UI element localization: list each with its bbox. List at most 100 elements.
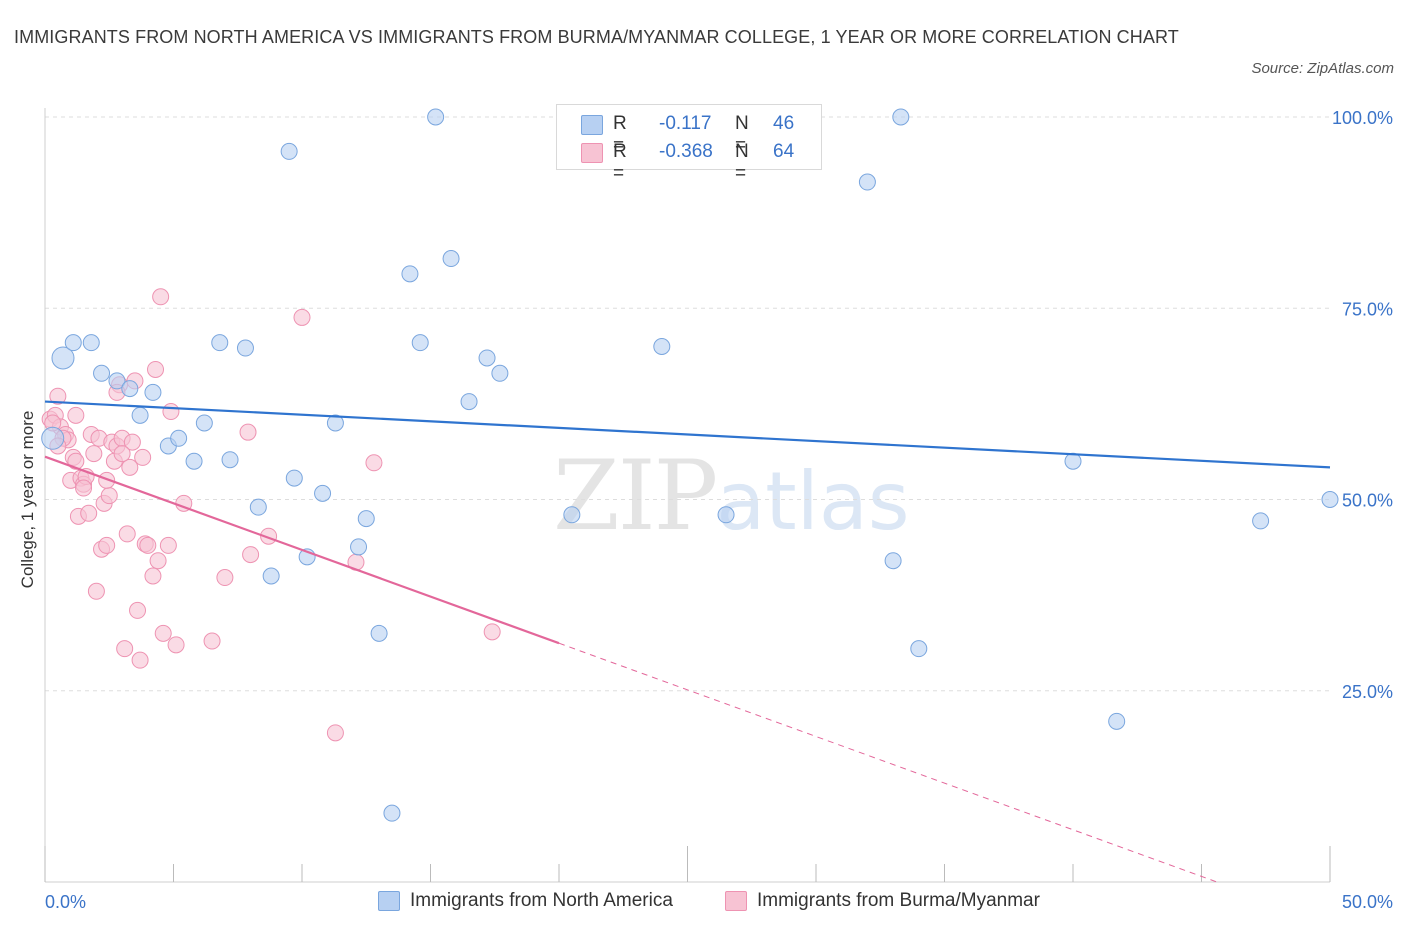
point-burma <box>100 487 118 505</box>
point-north-america <box>653 338 671 355</box>
n-value: 64 <box>773 141 795 162</box>
point-north-america <box>280 142 298 160</box>
point-north-america <box>491 364 509 382</box>
point-burma <box>98 471 116 489</box>
point-north-america <box>442 250 460 268</box>
legend-swatch-burma <box>725 891 747 911</box>
point-burma <box>113 445 131 463</box>
swatch-burma <box>581 143 603 163</box>
point-burma <box>80 504 98 522</box>
point-burma <box>121 458 139 476</box>
point-north-america <box>170 429 188 447</box>
point-burma <box>365 454 383 472</box>
point-north-america <box>1108 712 1126 730</box>
point-north-america <box>108 372 126 390</box>
point-north-america <box>195 414 213 432</box>
point-north-america <box>221 451 239 469</box>
point-burma <box>129 601 147 619</box>
point-north-america <box>93 364 111 382</box>
point-north-america <box>211 334 229 352</box>
point-burma <box>293 308 311 326</box>
point-north-america <box>910 640 928 658</box>
point-burma <box>152 288 170 306</box>
y-axis-label: College, 1 year or more <box>18 411 37 589</box>
watermark-zip: ZIP <box>553 440 718 552</box>
point-north-america <box>144 383 162 401</box>
point-burma <box>118 525 136 543</box>
point-burma <box>242 546 260 564</box>
point-north-america <box>717 506 735 524</box>
point-burma <box>85 445 103 463</box>
point-burma <box>483 623 501 641</box>
point-burma <box>139 536 157 554</box>
point-north-america <box>892 108 910 126</box>
r-label: R = <box>613 141 627 184</box>
r-value: -0.117 <box>659 113 712 134</box>
point-north-america <box>563 506 581 524</box>
point-burma <box>216 569 234 587</box>
point-north-america <box>64 334 82 352</box>
point-north-america <box>357 510 375 528</box>
y-tick-label: 100.0% <box>1332 108 1393 128</box>
point-burma <box>144 567 162 585</box>
point-burma <box>149 552 167 570</box>
n-label: N = <box>735 141 749 184</box>
point-north-america <box>383 804 401 822</box>
point-burma <box>75 479 93 497</box>
y-tick-label: 50.0% <box>1342 491 1393 511</box>
point-burma <box>116 640 134 658</box>
n-value: 46 <box>773 113 795 134</box>
point-burma <box>159 536 177 554</box>
trend-line-burma <box>44 455 560 645</box>
source-label: Source: ZipAtlas.com <box>1251 60 1394 77</box>
point-north-america <box>411 334 429 352</box>
point-north-america <box>121 380 139 398</box>
stats-legend: R = -0.117 N = 46 R = -0.368 N = 64 <box>556 104 822 184</box>
point-burma <box>123 433 141 451</box>
point-burma <box>131 651 149 669</box>
point-north-america <box>350 538 368 556</box>
watermark-atlas: atlas <box>716 455 910 548</box>
x-tick-label: 0.0% <box>45 892 86 912</box>
r-label: R = <box>613 113 627 156</box>
point-burma <box>67 406 85 424</box>
trend-line-north-america <box>44 400 1331 469</box>
point-north-america <box>1252 512 1270 530</box>
point-north-america <box>185 452 203 470</box>
x-tick-label: 50.0% <box>1342 892 1393 912</box>
legend-label-north-america: Immigrants from North America <box>410 890 673 911</box>
legend-swatch-north-america <box>378 891 400 911</box>
point-burma <box>98 536 116 554</box>
point-burma <box>167 636 185 654</box>
r-value: -0.368 <box>659 141 713 162</box>
swatch-north-america <box>581 115 603 135</box>
point-north-america <box>285 469 303 487</box>
point-north-america <box>478 349 496 367</box>
point-burma <box>154 624 172 642</box>
trend-line-burma-extension <box>558 642 1218 883</box>
point-north-america <box>370 624 388 642</box>
point-burma <box>162 403 180 421</box>
point-burma <box>239 423 257 441</box>
point-burma <box>87 582 105 600</box>
point-north-america <box>82 334 100 352</box>
point-north-america <box>236 339 254 357</box>
point-north-america <box>51 346 75 370</box>
legend-label-burma: Immigrants from Burma/Myanmar <box>757 890 1040 911</box>
point-north-america <box>1064 452 1082 470</box>
point-north-america <box>884 552 902 570</box>
point-north-america <box>460 393 478 411</box>
point-north-america <box>249 498 267 516</box>
point-burma <box>147 360 165 378</box>
y-tick-label: 25.0% <box>1342 682 1393 702</box>
point-north-america <box>1321 491 1339 508</box>
point-north-america <box>262 567 280 585</box>
point-north-america <box>858 173 876 191</box>
point-north-america <box>131 406 149 424</box>
watermark: ZIPatlas <box>553 440 910 552</box>
point-burma <box>49 387 67 405</box>
point-burma <box>134 448 152 466</box>
chart-title: IMMIGRANTS FROM NORTH AMERICA VS IMMIGRA… <box>14 27 1179 47</box>
n-label: N = <box>735 113 749 156</box>
